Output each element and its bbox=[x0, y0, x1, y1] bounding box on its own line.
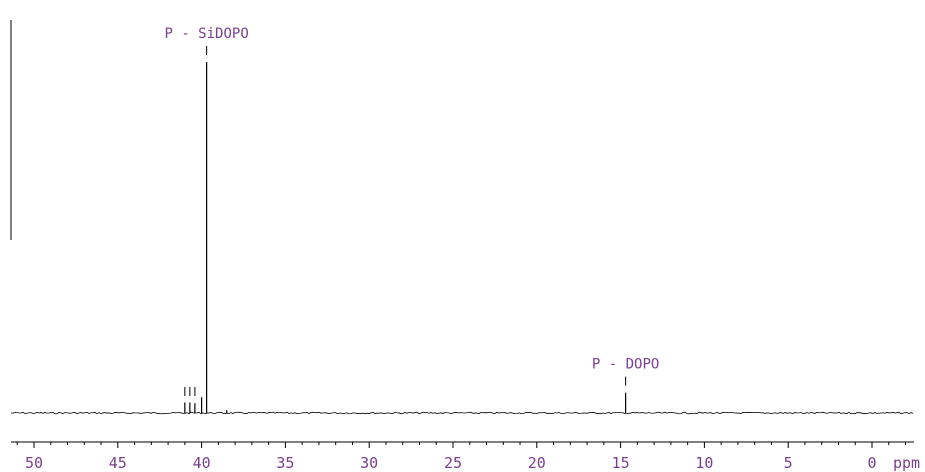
x-tick-labels: 50 45 40 35 30 25 20 15 10 5 0 bbox=[25, 454, 877, 472]
baseline-trace bbox=[10, 411, 914, 415]
x-tick-label: 25 bbox=[444, 454, 462, 472]
peak-markers: P - SiDOPO P - DOPO bbox=[164, 26, 659, 396]
x-tick-label: 30 bbox=[360, 454, 378, 472]
peak-label: P - DOPO bbox=[592, 357, 659, 373]
x-tick-label: 0 bbox=[867, 454, 876, 472]
peak-label: P - SiDOPO bbox=[164, 26, 248, 42]
x-axis-unit-label: ppm bbox=[893, 454, 920, 472]
spectrum-trace bbox=[10, 62, 914, 415]
x-axis bbox=[11, 441, 914, 448]
x-tick-label: 5 bbox=[784, 454, 793, 472]
x-tick-label: 40 bbox=[193, 454, 211, 472]
x-tick-label: 10 bbox=[695, 454, 713, 472]
x-tick-label: 15 bbox=[612, 454, 630, 472]
x-tick-label: 45 bbox=[109, 454, 127, 472]
x-tick-label: 50 bbox=[25, 454, 43, 472]
x-tick-label: 35 bbox=[276, 454, 294, 472]
x-tick-label: 20 bbox=[528, 454, 546, 472]
